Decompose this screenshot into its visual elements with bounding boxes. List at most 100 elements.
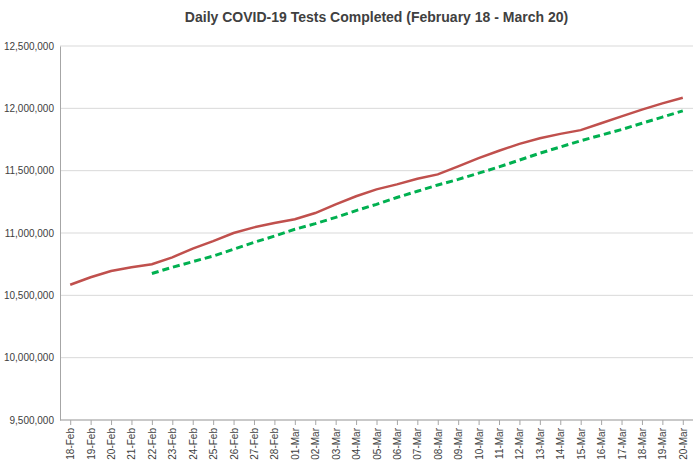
x-tick-mark	[254, 420, 255, 425]
grid-line	[60, 357, 693, 358]
x-tick-label: 16-Mar	[596, 427, 607, 459]
x-tick: 07-Mar	[412, 420, 423, 460]
x-tick-mark	[377, 420, 378, 425]
y-tick: 12,500,000	[4, 41, 60, 52]
x-tick-label: 07-Mar	[412, 427, 423, 459]
y-axis-line	[60, 47, 61, 421]
x-tick-label: 26-Feb	[229, 428, 240, 460]
x-tick-mark	[581, 420, 582, 425]
x-tick-label: 20-Mar	[678, 427, 689, 459]
x-tick: 21-Feb	[126, 420, 137, 460]
grid	[60, 46, 693, 420]
lines	[70, 98, 683, 285]
y-tick-label: 10,500,000	[4, 290, 54, 301]
x-tick-mark	[662, 420, 663, 425]
x-tick: 08-Mar	[433, 420, 444, 460]
x-tick-mark	[91, 420, 92, 425]
x-tick: 11-Mar	[494, 420, 505, 459]
x-tick: 01-Mar	[290, 420, 301, 460]
x-tick-label: 19-Mar	[657, 427, 668, 459]
x-tick-label: 09-Mar	[453, 427, 464, 459]
x-tick-label: 23-Feb	[167, 428, 178, 460]
x-tick-mark	[560, 420, 561, 425]
y-tick-label: 12,500,000	[4, 41, 54, 52]
x-tick-label: 14-Mar	[555, 427, 566, 459]
x-tick: 14-Mar	[555, 420, 566, 460]
x-tick: 28-Feb	[269, 420, 280, 460]
x-tick-label: 21-Feb	[126, 428, 137, 460]
x-tick-mark	[458, 420, 459, 425]
x-tick: 26-Feb	[229, 420, 240, 460]
x-tick: 05-Mar	[372, 420, 383, 460]
x-tick-mark	[336, 420, 337, 425]
x-tick-label: 18-Mar	[637, 427, 648, 459]
x-tick-label: 11-Mar	[494, 427, 505, 459]
x-tick: 10-Mar	[474, 420, 485, 460]
x-tick-mark	[642, 420, 643, 425]
x-tick-mark	[601, 420, 602, 425]
x-tick: 02-Mar	[310, 420, 321, 460]
x-tick-mark	[519, 420, 520, 425]
y-tick: 10,000,000	[4, 352, 60, 363]
x-tick: 17-Mar	[617, 420, 628, 460]
x-tick-mark	[479, 420, 480, 425]
x-tick-mark	[131, 420, 132, 425]
x-tick-mark	[622, 420, 623, 425]
x-tick-mark	[274, 420, 275, 425]
y-tick: 11,000,000	[5, 228, 60, 239]
x-tick-label: 18-Feb	[65, 428, 76, 460]
x-tick: 15-Mar	[576, 420, 587, 460]
title: Daily COVID-19 Tests Completed (February…	[185, 9, 568, 25]
x-tick-mark	[683, 420, 684, 425]
x-axis: 18-Feb19-Feb20-Feb21-Feb22-Feb23-Feb24-F…	[60, 420, 693, 460]
x-tick-label: 20-Feb	[106, 428, 117, 460]
x-tick: 04-Mar	[351, 420, 362, 460]
x-tick: 22-Feb	[147, 420, 158, 460]
x-tick-mark	[397, 420, 398, 425]
grid-line	[60, 170, 693, 171]
y-tick: 10,500,000	[4, 290, 60, 301]
x-tick: 25-Feb	[208, 420, 219, 460]
grid-line	[60, 108, 693, 109]
x-tick: 19-Mar	[657, 420, 668, 460]
series-line	[152, 111, 683, 274]
x-tick: 18-Feb	[65, 420, 76, 460]
x-tick-label: 13-Mar	[535, 427, 546, 459]
x-tick-mark	[499, 420, 500, 425]
x-tick-label: 28-Feb	[269, 428, 280, 460]
x-tick: 18-Mar	[637, 420, 648, 460]
x-tick-mark	[438, 420, 439, 425]
x-tick-mark	[356, 420, 357, 425]
x-tick: 12-Mar	[514, 420, 525, 460]
x-tick-label: 04-Mar	[351, 427, 362, 459]
x-tick-label: 01-Mar	[290, 427, 301, 459]
x-tick-mark	[70, 420, 71, 425]
x-tick-mark	[172, 420, 173, 425]
y-tick: 11,500,000	[5, 165, 60, 176]
y-tick-label: 12,000,000	[4, 103, 54, 114]
x-tick-label: 22-Feb	[147, 428, 158, 460]
x-tick-mark	[193, 420, 194, 425]
x-tick-label: 03-Mar	[331, 427, 342, 459]
x-tick-label: 15-Mar	[576, 427, 587, 459]
y-tick-label: 10,000,000	[4, 352, 54, 363]
x-tick-label: 24-Feb	[188, 428, 199, 460]
x-tick-label: 17-Mar	[617, 427, 628, 459]
x-tick: 20-Mar	[678, 420, 689, 460]
x-tick: 09-Mar	[453, 420, 464, 460]
x-tick-mark	[152, 420, 153, 425]
x-tick-label: 06-Mar	[392, 427, 403, 459]
x-tick-label: 25-Feb	[208, 428, 219, 460]
x-tick: 20-Feb	[106, 420, 117, 460]
y-tick-label: 9,500,000	[10, 415, 55, 426]
x-tick-mark	[234, 420, 235, 425]
x-tick: 24-Feb	[188, 420, 199, 460]
y-tick: 9,500,000	[10, 415, 61, 426]
x-tick: 16-Mar	[596, 420, 607, 460]
background	[0, 0, 696, 464]
grid-line	[60, 295, 693, 296]
y-tick-label: 11,000,000	[5, 228, 55, 239]
x-tick-mark	[417, 420, 418, 425]
grid-line	[60, 46, 693, 47]
x-tick-mark	[295, 420, 296, 425]
